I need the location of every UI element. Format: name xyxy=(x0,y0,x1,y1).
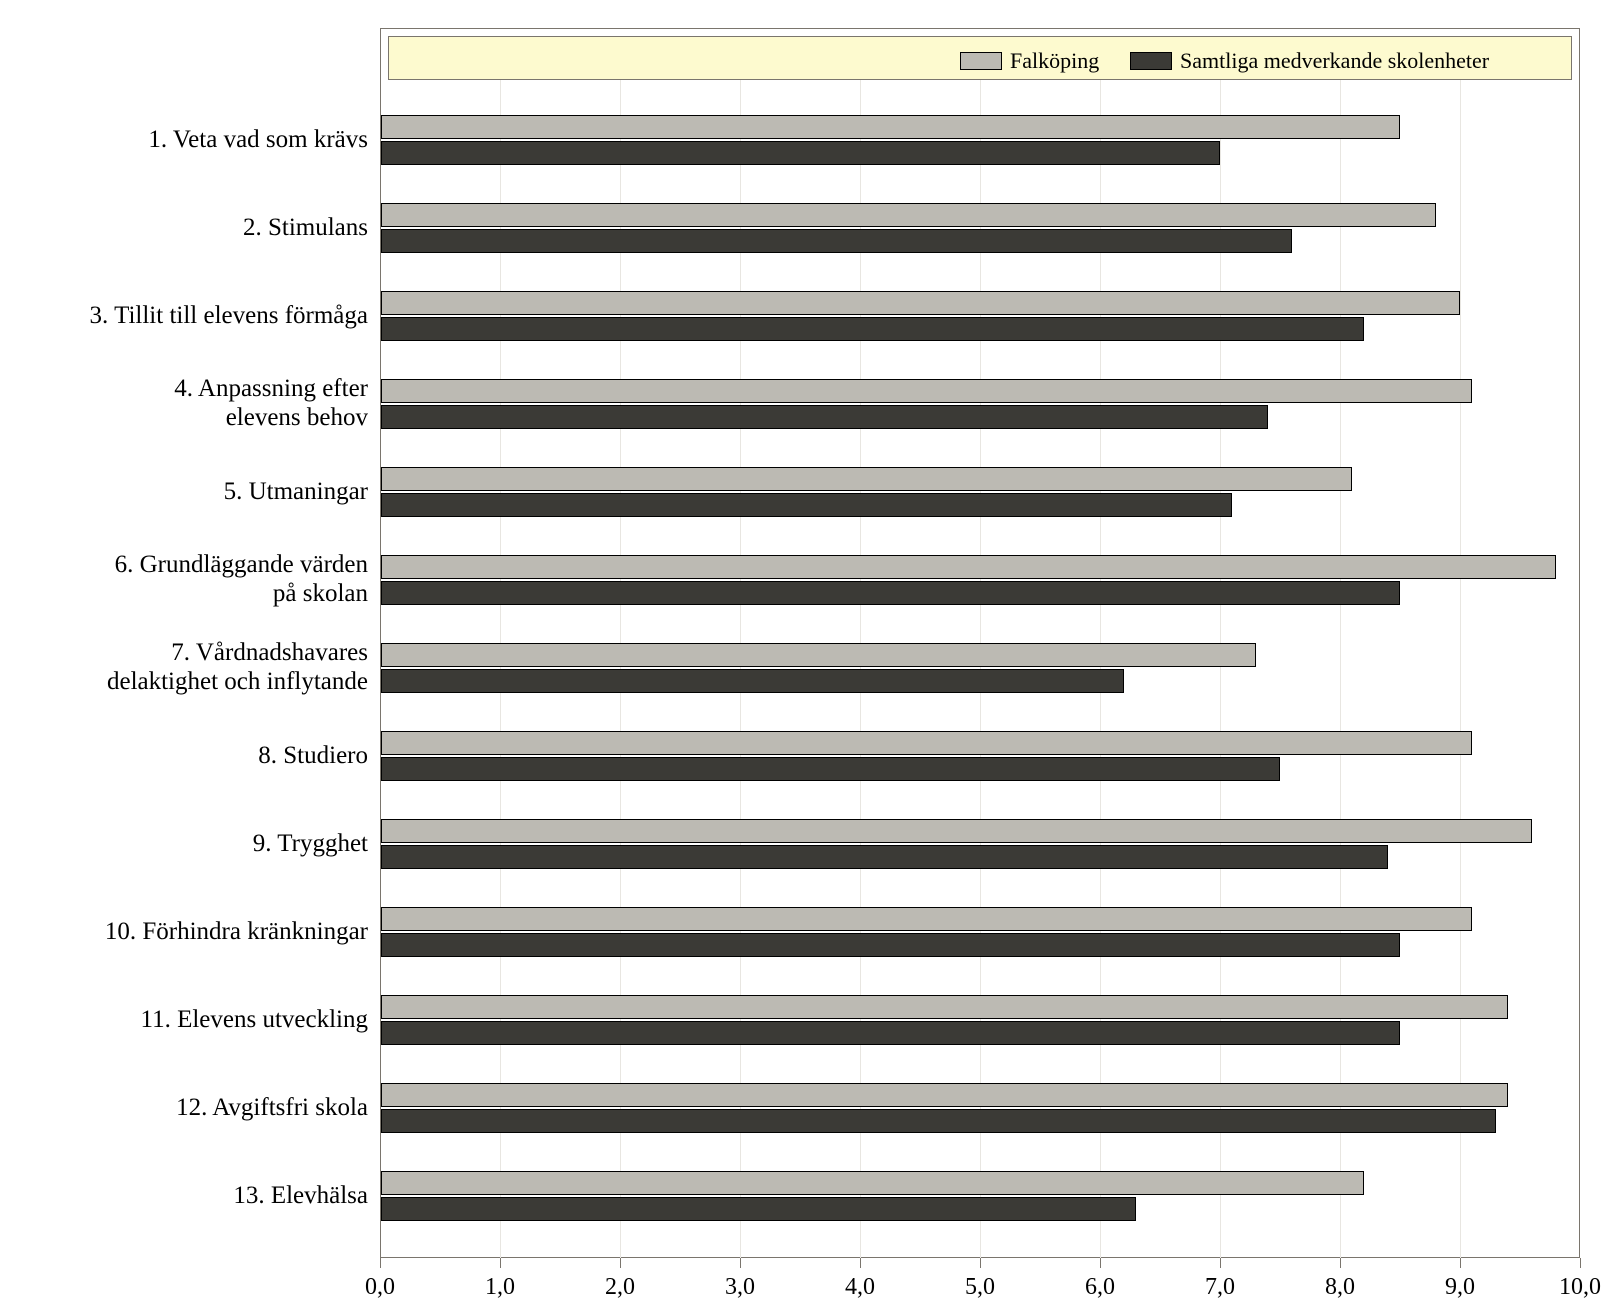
x-tick-label: 8,0 xyxy=(1310,1274,1370,1301)
category-label-line: delaktighet och inflytande xyxy=(107,668,368,697)
x-tick: 0,0 xyxy=(350,1258,410,1301)
x-tick-label: 0,0 xyxy=(350,1274,410,1301)
category-label-line: 6. Grundläggande värden xyxy=(115,551,368,580)
bar xyxy=(381,291,1460,315)
bar xyxy=(381,1021,1400,1045)
bar xyxy=(381,995,1508,1019)
category-label-line: 4. Anpassning efter xyxy=(174,375,368,404)
bar xyxy=(381,933,1400,957)
bar xyxy=(381,757,1280,781)
bar xyxy=(381,493,1232,517)
category-label-line: 11. Elevens utveckling xyxy=(141,1006,369,1035)
bar xyxy=(381,669,1124,693)
legend-label: Falköping xyxy=(1010,48,1099,74)
category-label-line: 7. Vårdnadshavares xyxy=(107,639,368,668)
category-label: 1. Veta vad som krävs xyxy=(148,126,368,155)
category-label: 8. Studiero xyxy=(258,742,368,771)
x-tick-label: 5,0 xyxy=(950,1274,1010,1301)
category-label: 2. Stimulans xyxy=(243,214,368,243)
category-label: 4. Anpassning efterelevens behov xyxy=(174,375,368,433)
x-tick: 9,0 xyxy=(1430,1258,1490,1301)
x-tick-label: 3,0 xyxy=(710,1274,770,1301)
bar xyxy=(381,731,1472,755)
bar xyxy=(381,1083,1508,1107)
chart-root: Falköping Samtliga medverkande skolenhete… xyxy=(0,0,1624,1312)
bar xyxy=(381,141,1220,165)
bar xyxy=(381,1109,1496,1133)
x-tick: 5,0 xyxy=(950,1258,1010,1301)
category-label: 5. Utmaningar xyxy=(224,478,368,507)
legend-swatch xyxy=(960,52,1002,70)
x-tick-label: 1,0 xyxy=(470,1274,530,1301)
category-label-line: 2. Stimulans xyxy=(243,214,368,243)
x-tick-label: 7,0 xyxy=(1190,1274,1250,1301)
x-tick: 3,0 xyxy=(710,1258,770,1301)
bar xyxy=(381,405,1268,429)
category-label-line: elevens behov xyxy=(174,404,368,433)
legend-item: Samtliga medverkande skolenheter xyxy=(1130,48,1489,74)
category-label-line: 9. Trygghet xyxy=(253,830,368,859)
x-tick: 10,0 xyxy=(1550,1258,1610,1301)
bar xyxy=(381,581,1400,605)
category-label-line: 12. Avgiftsfri skola xyxy=(176,1094,368,1123)
category-label-line: 10. Förhindra kränkningar xyxy=(105,918,368,947)
gridline xyxy=(1220,80,1221,1258)
bar xyxy=(381,819,1532,843)
category-label: 13. Elevhälsa xyxy=(233,1182,368,1211)
bar xyxy=(381,379,1472,403)
x-tick-label: 9,0 xyxy=(1430,1274,1490,1301)
bar xyxy=(381,907,1472,931)
bar xyxy=(381,1197,1136,1221)
gridline xyxy=(1340,80,1341,1258)
bar xyxy=(381,115,1400,139)
category-label-line: 8. Studiero xyxy=(258,742,368,771)
x-tick: 8,0 xyxy=(1310,1258,1370,1301)
category-label: 10. Förhindra kränkningar xyxy=(105,918,368,947)
x-tick: 7,0 xyxy=(1190,1258,1250,1301)
bar xyxy=(381,1171,1364,1195)
bar xyxy=(381,229,1292,253)
x-tick: 6,0 xyxy=(1070,1258,1130,1301)
bar xyxy=(381,555,1556,579)
category-label: 6. Grundläggande värdenpå skolan xyxy=(115,551,368,609)
category-label-line: på skolan xyxy=(115,580,368,609)
x-tick-label: 10,0 xyxy=(1550,1274,1610,1301)
legend-label: Samtliga medverkande skolenheter xyxy=(1180,48,1489,74)
category-label: 3. Tillit till elevens förmåga xyxy=(90,302,368,331)
category-label: 12. Avgiftsfri skola xyxy=(176,1094,368,1123)
category-label-line: 1. Veta vad som krävs xyxy=(148,126,368,155)
x-tick: 4,0 xyxy=(830,1258,890,1301)
legend-swatch xyxy=(1130,52,1172,70)
x-tick: 1,0 xyxy=(470,1258,530,1301)
category-label-line: 13. Elevhälsa xyxy=(233,1182,368,1211)
legend-item: Falköping xyxy=(960,48,1099,74)
category-label: 7. Vårdnadshavaresdelaktighet och inflyt… xyxy=(107,639,368,697)
category-label-line: 5. Utmaningar xyxy=(224,478,368,507)
x-tick-label: 6,0 xyxy=(1070,1274,1130,1301)
x-tick-label: 2,0 xyxy=(590,1274,650,1301)
bar xyxy=(381,203,1436,227)
category-label: 9. Trygghet xyxy=(253,830,368,859)
x-tick: 2,0 xyxy=(590,1258,650,1301)
bar xyxy=(381,467,1352,491)
x-tick-label: 4,0 xyxy=(830,1274,890,1301)
bar xyxy=(381,317,1364,341)
bar xyxy=(381,643,1256,667)
category-label: 11. Elevens utveckling xyxy=(141,1006,369,1035)
category-label-line: 3. Tillit till elevens förmåga xyxy=(90,302,368,331)
bar xyxy=(381,845,1388,869)
gridline xyxy=(1460,80,1461,1258)
